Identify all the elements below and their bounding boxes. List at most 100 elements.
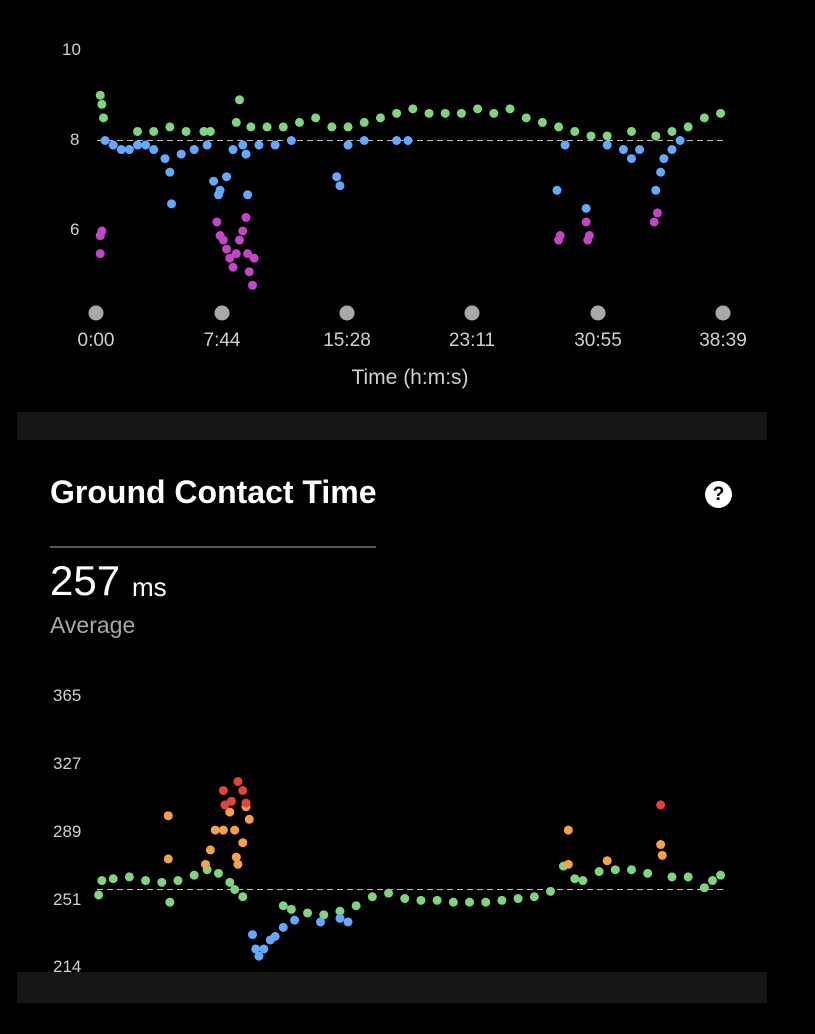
data-point-green: [554, 122, 564, 132]
data-point-green: [440, 108, 450, 118]
data-point-green: [570, 874, 580, 884]
data-point-green: [97, 99, 107, 109]
data-point-green: [141, 876, 151, 886]
x-tick-label: 30:55: [574, 330, 622, 351]
data-point-green: [651, 131, 661, 141]
data-point-blue: [215, 185, 225, 195]
data-point-blue: [618, 145, 628, 155]
data-point-green: [424, 108, 434, 118]
timeline-marker[interactable]: [88, 305, 104, 321]
data-point-green: [521, 113, 531, 123]
y-tick-label: 251: [53, 890, 82, 909]
data-point-blue: [124, 145, 134, 155]
data-point-purple: [228, 262, 238, 272]
data-point-blue: [602, 140, 612, 150]
y-tick-label: 8: [70, 130, 80, 149]
data-point-green: [610, 865, 620, 875]
data-point-green: [489, 108, 499, 118]
data-point-orange: [225, 807, 235, 817]
data-point-blue: [552, 185, 562, 195]
data-point-green: [205, 126, 215, 136]
data-point-blue: [202, 140, 212, 150]
data-point-green: [343, 122, 353, 132]
data-point-blue: [251, 944, 261, 954]
data-point-orange: [163, 854, 173, 864]
data-point-green: [546, 886, 556, 896]
data-point-blue: [259, 944, 269, 954]
data-point-green: [149, 126, 159, 136]
data-point-blue: [359, 136, 369, 145]
data-point-blue: [286, 136, 296, 145]
title-underline: [50, 546, 376, 548]
data-point-blue: [290, 915, 300, 925]
data-point-purple: [649, 217, 659, 227]
data-point-purple: [652, 208, 662, 218]
data-point-purple: [249, 253, 259, 263]
section-title: Ground Contact Time: [50, 474, 377, 510]
x-tick-label: 7:44: [203, 330, 241, 351]
data-point-blue: [160, 154, 170, 164]
data-point-purple: [218, 235, 228, 245]
data-point-blue: [656, 167, 666, 177]
data-point-blue: [238, 140, 248, 150]
data-point-green: [481, 897, 491, 907]
data-point-blue: [254, 140, 264, 150]
data-point-blue: [167, 199, 177, 209]
data-point-green: [626, 865, 636, 875]
data-point-purple: [241, 212, 251, 222]
data-point-green: [602, 131, 612, 141]
data-point-purple: [231, 249, 241, 259]
data-point-green: [716, 870, 726, 880]
data-point-green: [230, 885, 240, 895]
data-point-purple: [225, 253, 235, 263]
x-axis-label: Time (h:m:s): [351, 366, 469, 389]
data-point-green: [225, 877, 235, 887]
timeline-marker[interactable]: [214, 305, 230, 321]
x-tick-label: 0:00: [77, 330, 115, 351]
timeline-marker[interactable]: [339, 305, 355, 321]
data-point-purple: [222, 244, 232, 254]
data-point-blue: [243, 190, 253, 200]
data-point-green: [124, 872, 134, 882]
section-divider: [17, 972, 767, 1003]
help-icon[interactable]: ?: [705, 481, 732, 508]
data-point-green: [416, 895, 426, 905]
data-point-blue: [270, 931, 280, 941]
data-point-green: [278, 901, 288, 911]
data-point-red: [656, 800, 666, 810]
timeline-marker[interactable]: [464, 305, 480, 321]
data-point-green: [626, 126, 636, 136]
data-point-green: [286, 904, 296, 914]
data-point-blue: [278, 922, 288, 932]
data-point-purple: [95, 249, 105, 259]
data-point-purple: [584, 231, 594, 241]
data-point-green: [408, 104, 418, 114]
data-point-orange: [205, 845, 215, 855]
data-point-purple: [555, 231, 565, 241]
data-point-green: [294, 117, 304, 127]
data-point-green: [235, 95, 245, 105]
data-point-green: [456, 108, 466, 118]
data-point-orange: [238, 838, 248, 848]
data-point-green: [529, 892, 539, 902]
data-point-red: [226, 796, 236, 806]
timeline-marker[interactable]: [715, 305, 731, 321]
data-point-green: [95, 90, 105, 100]
data-point-green: [311, 113, 321, 123]
data-point-green: [303, 908, 313, 918]
data-point-green: [513, 894, 523, 904]
data-point-orange: [244, 814, 254, 824]
data-point-blue: [675, 136, 685, 145]
timeline-marker[interactable]: [590, 305, 606, 321]
data-point-green: [699, 883, 709, 893]
data-point-green: [586, 131, 596, 141]
data-point-blue: [116, 145, 126, 155]
data-point-green: [392, 108, 402, 118]
data-point-orange: [163, 811, 173, 821]
data-point-green: [98, 113, 108, 123]
data-point-purple: [97, 226, 107, 236]
data-point-blue: [335, 913, 345, 923]
data-point-blue: [667, 145, 677, 155]
data-point-green: [262, 122, 272, 132]
data-point-blue: [132, 140, 142, 150]
